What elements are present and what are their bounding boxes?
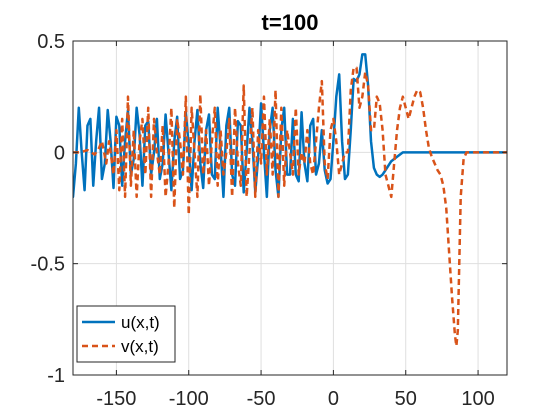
legend-label: u(x,t) <box>121 313 160 332</box>
axes-box <box>72 40 508 376</box>
series-line-u <box>73 53 507 199</box>
y-tick-label: -1 <box>47 365 65 387</box>
x-tick-label: -50 <box>247 388 276 410</box>
series-line-v <box>73 66 507 348</box>
legend-box <box>76 305 176 363</box>
y-tick-label: 0.5 <box>37 31 65 53</box>
legend-label: v(x,t) <box>121 337 159 356</box>
y-tick-label: -0.5 <box>31 254 65 276</box>
x-tick-label: -150 <box>96 388 136 410</box>
x-tick-label: 50 <box>395 388 417 410</box>
x-tick-label: 0 <box>328 388 339 410</box>
y-tick-label: 0 <box>54 142 65 164</box>
ticks: -150 -100 -50 0 50 100 -1 -0.5 0 0.5 <box>31 31 507 410</box>
x-tick-label: -100 <box>169 388 209 410</box>
series-layer <box>73 53 507 348</box>
legend: u(x,t) v(x,t) <box>76 305 176 363</box>
x-tick-label: 100 <box>461 388 494 410</box>
chart-title: t=100 <box>262 10 319 35</box>
